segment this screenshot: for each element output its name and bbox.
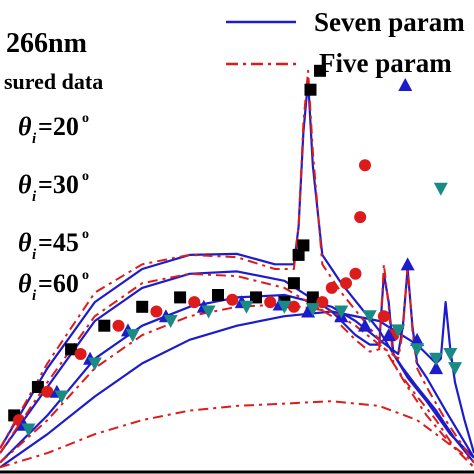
legend: Seven param Five param xyxy=(226,7,465,78)
measured-point-45 xyxy=(398,78,412,91)
measured-point-60 xyxy=(434,183,448,196)
measured-point-30 xyxy=(226,294,238,306)
theta-subscript: i xyxy=(32,288,37,304)
degree-superscript: o xyxy=(82,227,89,242)
angle-label-0: θ i =20 o xyxy=(18,111,89,147)
theta-symbol: θ xyxy=(18,269,32,298)
angle-label-1: θ i =30 o xyxy=(18,169,89,205)
angle-label-3: θ i =60 o xyxy=(18,268,89,304)
measured-point-20 xyxy=(136,301,148,313)
angle-labels: θ i =20 oθ i =30 oθ i =45 oθ i =60 o xyxy=(18,111,89,304)
measured-point-20 xyxy=(305,84,317,96)
measured-point-20 xyxy=(212,289,224,301)
angle-label-2: θ i =45 o xyxy=(18,227,89,263)
measured-point-30 xyxy=(359,159,371,171)
measured-point-30 xyxy=(264,296,276,308)
measured-point-30 xyxy=(150,306,162,318)
measured-point-20 xyxy=(297,239,309,251)
measured-point-60 xyxy=(443,348,457,361)
measured-point-30 xyxy=(75,348,87,360)
angle-value: =20 xyxy=(38,112,79,141)
wavelength-label: 266nm xyxy=(6,28,87,59)
legend-seven-label: Seven param xyxy=(314,7,465,37)
angle-value: =30 xyxy=(38,170,79,199)
measured-point-30 xyxy=(340,277,352,289)
theta-symbol: θ xyxy=(18,112,32,141)
theta-symbol: θ xyxy=(18,228,32,257)
measured-point-45 xyxy=(401,257,415,270)
measured-point-30 xyxy=(354,211,366,223)
theta-symbol: θ xyxy=(18,170,32,199)
angle-value: =60 xyxy=(38,269,79,298)
theta-subscript: i xyxy=(32,131,37,147)
five-param-curve-60 xyxy=(0,401,474,467)
measured-point-30 xyxy=(350,268,362,280)
legend-five-label: Five param xyxy=(319,48,452,78)
degree-superscript: o xyxy=(82,169,89,184)
measured-point-20 xyxy=(288,277,300,289)
degree-superscript: o xyxy=(82,268,89,283)
measured-point-20 xyxy=(98,320,110,332)
angle-value: =45 xyxy=(38,228,79,257)
measured-point-60 xyxy=(448,362,462,375)
measured-point-30 xyxy=(113,320,125,332)
measured-point-30 xyxy=(378,310,390,322)
theta-subscript: i xyxy=(32,247,37,263)
measured-point-30 xyxy=(188,296,200,308)
measured-point-30 xyxy=(326,282,338,294)
measured-data-label: sured data xyxy=(4,69,103,94)
theta-subscript: i xyxy=(32,189,37,205)
measured-point-20 xyxy=(174,291,186,303)
degree-superscript: o xyxy=(82,111,89,126)
